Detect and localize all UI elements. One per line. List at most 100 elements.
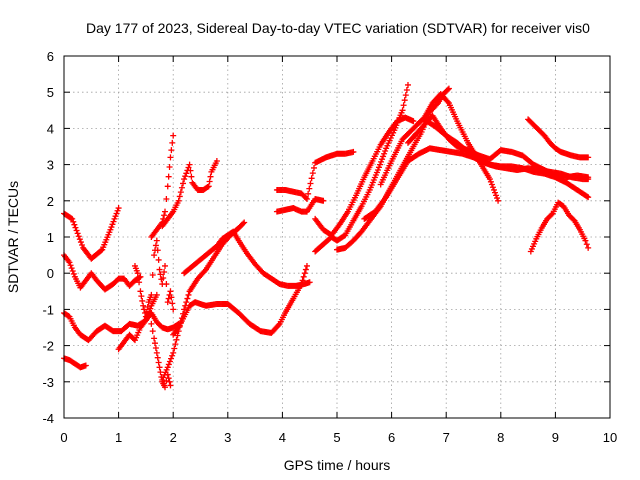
data-point (168, 355, 175, 362)
y-tick-label: -2 (42, 339, 54, 354)
data-point (185, 164, 192, 171)
data-point (137, 273, 144, 280)
data-point (402, 92, 409, 99)
data-point (206, 178, 213, 185)
data-point (320, 197, 327, 204)
data-point (149, 272, 156, 279)
data-point (378, 158, 385, 165)
data-point (300, 273, 307, 280)
data-point (148, 320, 155, 327)
data-point (310, 164, 317, 171)
data-point (490, 186, 497, 193)
data-point (583, 241, 590, 248)
data-point (404, 81, 411, 88)
data-point (134, 270, 141, 277)
data-point (486, 176, 493, 183)
data-point (170, 306, 177, 313)
data-point (489, 184, 496, 191)
data-series (312, 81, 411, 255)
x-tick-label: 6 (388, 430, 395, 445)
data-series (61, 252, 144, 293)
data-point (488, 181, 495, 188)
data-point (165, 361, 172, 368)
data-point (154, 247, 161, 254)
data-point (137, 288, 144, 295)
data-point (74, 230, 81, 237)
data-point (69, 215, 76, 222)
data-point (181, 176, 188, 183)
data-point (72, 224, 79, 231)
data-point (66, 259, 73, 266)
data-point (376, 161, 383, 168)
data-point (165, 295, 172, 302)
grid-lines (64, 56, 610, 418)
data-point (164, 183, 171, 190)
data-point (164, 364, 171, 371)
chart-title: Day 177 of 2023, Sidereal Day-to-day VTE… (86, 20, 590, 36)
data-point (165, 375, 172, 382)
data-point (169, 300, 176, 307)
data-point (309, 170, 316, 177)
data-point (68, 215, 75, 222)
data-point (305, 190, 312, 197)
data-point (114, 207, 121, 214)
data-point (400, 102, 407, 109)
data-point (185, 291, 192, 298)
data-point (410, 118, 417, 125)
data-point (183, 170, 190, 177)
data-point (433, 101, 440, 108)
data-point (306, 279, 313, 286)
data-point (303, 195, 310, 202)
x-tick-label: 9 (552, 430, 559, 445)
data-point (164, 299, 171, 306)
data-point (149, 328, 156, 335)
data-point (241, 219, 248, 226)
data-series (159, 157, 220, 230)
data-point (585, 154, 592, 161)
data-point (161, 268, 168, 275)
data-point (165, 173, 172, 180)
data-point (161, 212, 168, 219)
data-point (140, 302, 147, 309)
data-point (375, 164, 382, 171)
x-tick-label: 10 (603, 430, 617, 445)
data-point (169, 352, 176, 359)
x-tick-label: 7 (443, 430, 450, 445)
data-point (201, 267, 208, 274)
x-tick-label: 2 (170, 430, 177, 445)
data-point (183, 299, 190, 306)
data-point (585, 194, 592, 201)
data-series (525, 116, 592, 161)
data-point (174, 332, 181, 339)
data-point (169, 139, 176, 146)
data-point (302, 194, 309, 201)
data-point (144, 303, 151, 310)
data-point (70, 270, 77, 277)
x-tick-label: 3 (224, 430, 231, 445)
data-point (77, 239, 84, 246)
data-point (303, 262, 310, 269)
data-point (67, 262, 74, 269)
data-point (487, 178, 494, 185)
data-point (187, 167, 194, 174)
data-point (157, 369, 164, 376)
x-tick-label: 4 (279, 430, 286, 445)
data-point (167, 288, 174, 295)
data-point (585, 244, 592, 251)
data-point (162, 208, 169, 215)
data-point (307, 180, 314, 187)
data-series (131, 237, 177, 320)
data-point (163, 195, 170, 202)
data-point (350, 148, 357, 155)
y-axis-label: SDTVAR / TECUs (5, 181, 21, 293)
y-tick-label: -1 (42, 302, 54, 317)
data-point (152, 345, 159, 352)
data-point (491, 189, 498, 196)
data-point (112, 213, 119, 220)
data-point (167, 382, 174, 389)
data-point (306, 185, 313, 192)
data-point (139, 297, 146, 304)
data-point (153, 237, 160, 244)
data-point (155, 256, 162, 263)
data-point (240, 220, 247, 227)
